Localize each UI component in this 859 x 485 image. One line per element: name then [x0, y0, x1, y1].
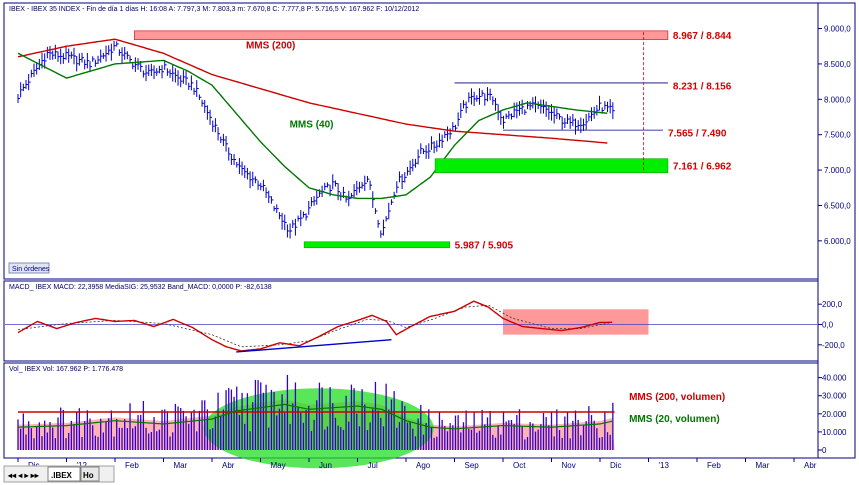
volume-ma20-line — [17, 403, 613, 430]
macd-line — [17, 300, 613, 352]
x-tick-8: Ago — [416, 461, 431, 470]
x-tick-7: Jul — [368, 461, 378, 470]
x-tick-12: Dic — [610, 461, 622, 470]
price-y-tick-0: 9.000,0 — [824, 25, 851, 34]
x-tick-14: Feb — [707, 461, 721, 470]
volume-y-tick-4: 0 — [822, 446, 827, 455]
volume-y-tick-3: 10.000 — [822, 428, 847, 437]
macd-highlight-zone — [503, 309, 649, 335]
volume-header: Vol_ IBEX Vol: 167.962 P: 1.776.478 — [9, 366, 123, 373]
nav-arrows-icon[interactable]: ◂◂ ◂ ▸ ▸▸ — [7, 471, 40, 480]
sheet-tab-ho-label: Ho — [83, 471, 94, 480]
sma-200-label: MMS (200) — [246, 40, 295, 51]
price-y-tick-6: 6.000,0 — [824, 237, 851, 246]
sma-40-line — [17, 52, 608, 200]
level-label-1: 8.231 / 8.156 — [673, 82, 732, 93]
volume-y-tick-2: 20.000 — [822, 410, 847, 419]
macd-y-tick-2: -200,0 — [822, 341, 845, 350]
price-panel[interactable] — [3, 2, 819, 280]
price-y-tick-3: 7.500,0 — [824, 131, 851, 140]
level-zone-3 — [434, 158, 669, 174]
volume-ma20-label: MMS (20, volumen) — [629, 414, 720, 425]
orders-button-label: Sin órdenes — [12, 266, 50, 273]
macd-trendline — [236, 339, 392, 353]
x-tick-11: Nov — [562, 461, 576, 470]
x-tick-2: Feb — [125, 461, 139, 470]
x-tick-10: Oct — [513, 461, 526, 470]
x-tick-16: Abr — [804, 461, 817, 470]
x-tick-5: May — [271, 461, 286, 470]
level-label-3: 7.161 / 6.962 — [673, 162, 732, 173]
price-y-tick-1: 8.500,0 — [824, 60, 851, 69]
level-zone-0 — [134, 30, 669, 40]
macd-panel[interactable] — [3, 280, 819, 362]
volume-ma200-label: MMS (200, volumen) — [629, 392, 725, 403]
macd-header: MACD_ IBEX MACD: 22,3958 MediaSIG: 25,95… — [9, 284, 272, 291]
macd-y-tick-1: 0,0 — [822, 321, 834, 330]
sma-200-line — [17, 38, 608, 144]
y-axis-strip — [817, 2, 856, 459]
price-header: IBEX - IBEX 35 INDEX - Fin de día 1 días… — [9, 6, 419, 13]
x-tick-15: Mar — [756, 461, 770, 470]
price-y-tick-4: 7.000,0 — [824, 166, 851, 175]
orders-button[interactable] — [8, 262, 50, 274]
price-y-tick-5: 6.500,0 — [824, 201, 851, 210]
price-y-tick-2: 8.000,0 — [824, 95, 851, 104]
level-label-2: 7.565 / 7.490 — [668, 129, 727, 140]
sheet-tab-ibex[interactable] — [47, 466, 81, 482]
macd-y-tick-0: 200,0 — [822, 300, 843, 309]
level-label-0: 8.967 / 8.844 — [673, 31, 732, 42]
sma-40-label: MMS (40) — [290, 120, 334, 131]
x-tick-3: Mar — [174, 461, 188, 470]
x-tick-13: '13 — [659, 461, 670, 470]
x-tick-9: Sep — [465, 461, 480, 470]
volume-y-tick-0: 40.000 — [822, 374, 847, 383]
level-zone-4 — [303, 241, 450, 249]
level-label-4: 5.987 / 5.905 — [455, 241, 514, 252]
sheet-tab-ibex-label: .IBEX — [51, 471, 73, 480]
volume-y-tick-1: 30.000 — [822, 392, 847, 401]
sheet-tab-ho[interactable] — [80, 466, 100, 482]
x-tick-4: Abr — [222, 461, 235, 470]
x-tick-6: Jun — [319, 461, 332, 470]
